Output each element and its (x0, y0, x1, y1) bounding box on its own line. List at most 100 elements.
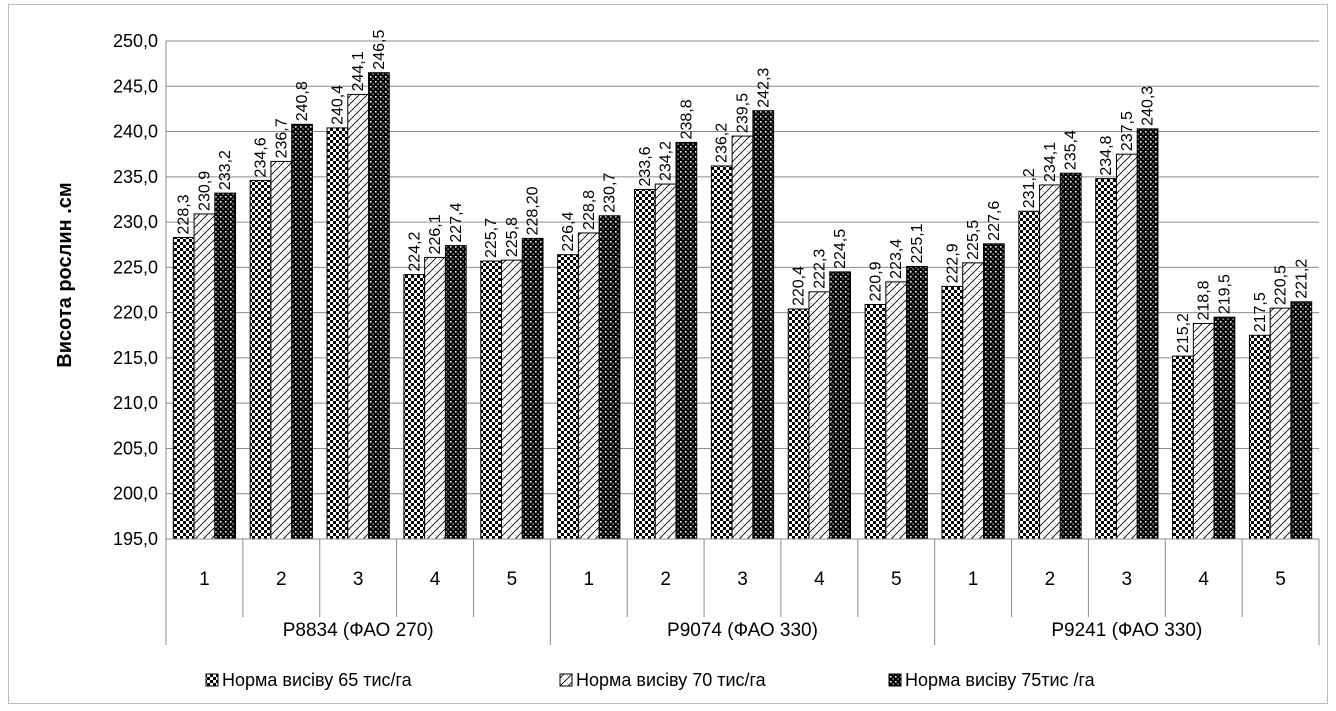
bar (502, 260, 523, 539)
bar (809, 292, 830, 539)
x-tick-label: 4 (430, 569, 441, 590)
bar-value-label: 222,9 (944, 243, 961, 283)
x-tick-label: 2 (660, 569, 671, 590)
bar (292, 124, 313, 539)
bar (1040, 185, 1061, 539)
bar-value-label: 240,8 (294, 81, 311, 121)
bar (886, 282, 907, 539)
bar-value-label: 217,5 (1252, 292, 1269, 332)
bar (173, 237, 194, 539)
x-tick-label: 3 (1122, 569, 1133, 590)
bar (327, 128, 348, 539)
bar-value-label: 226,1 (427, 214, 444, 254)
bar-value-label: 236,7 (273, 118, 290, 158)
bar-value-label: 221,2 (1293, 259, 1310, 299)
bar (250, 180, 271, 539)
bar (215, 193, 236, 539)
bar-value-label: 225,1 (909, 223, 926, 263)
bar (635, 189, 656, 539)
y-tick-label: 245,0 (113, 76, 158, 96)
bar-value-label: 228,20 (525, 186, 542, 235)
bar (711, 166, 732, 539)
legend-label: Норма висіву 65 тис/га (222, 670, 413, 690)
y-tick-labels: 195,0 200,0 205,0 210,0 215,0 220,0 225,0 230,0… (113, 31, 158, 549)
bar (907, 266, 928, 539)
group-label: P9074 (ФАО 330) (667, 620, 818, 641)
bar (1291, 302, 1312, 539)
bar (1270, 308, 1291, 539)
bar-value-label: 215,2 (1175, 313, 1192, 353)
x-tick-label: 2 (1045, 569, 1056, 590)
bar (578, 233, 599, 539)
y-tick-label: 210,0 (113, 393, 158, 413)
x-tick-label: 3 (737, 569, 748, 590)
bar (865, 304, 886, 539)
bar-value-label: 233,6 (637, 146, 654, 186)
bar-value-label: 239,5 (735, 93, 752, 133)
bar-value-label: 225,8 (504, 217, 521, 257)
bar (655, 184, 676, 539)
bar-value-label: 227,4 (448, 202, 465, 242)
group-label: P9241 (ФАО 330) (1051, 620, 1202, 641)
bar (1137, 129, 1158, 539)
y-tick-label: 240,0 (113, 122, 158, 142)
bar (369, 73, 390, 539)
y-tick-label: 230,0 (113, 212, 158, 232)
bar-value-label: 238,8 (678, 99, 695, 139)
bar-value-label: 220,4 (791, 266, 808, 306)
bar-value-label: 226,4 (560, 212, 577, 252)
bar-value-label: 235,4 (1063, 130, 1080, 170)
bar-value-label: 218,8 (1196, 280, 1213, 320)
bar-value-label: 220,5 (1273, 265, 1290, 305)
bar-value-label: 233,2 (217, 150, 234, 190)
legend-label: Норма висіву 75тис /га (905, 670, 1096, 690)
bar-value-label: 219,5 (1216, 274, 1233, 314)
x-tick-label: 5 (891, 569, 902, 590)
group-label: P8834 (ФАО 270) (283, 620, 434, 641)
x-tick-label: 1 (583, 569, 594, 590)
bar-value-label: 234,8 (1098, 135, 1115, 175)
bar-value-label: 234,1 (1042, 142, 1059, 182)
bar (1214, 317, 1235, 539)
bar (942, 286, 963, 539)
bar-value-label: 228,3 (176, 194, 193, 234)
legend-label: Норма висіву 70 тис/га (576, 670, 767, 690)
x-tick-label: 4 (814, 569, 825, 590)
y-tick-label: 215,0 (113, 348, 158, 368)
bar-value-label: 220,9 (867, 261, 884, 301)
y-tick-label: 250,0 (113, 31, 158, 51)
bar (1116, 154, 1137, 539)
bar (830, 272, 851, 539)
legend: Норма висіву 65 тис/га Норма висіву 70 ти… (206, 670, 1096, 690)
x-tick-label: 5 (1275, 569, 1286, 590)
x-axis: 1 2 3 4 5 1 2 3 4 5 1 2 3 4 5 P8834 (ФАО 270) P9074 (ФАО… (166, 539, 1319, 645)
y-axis-title: Висота рослин .см (54, 182, 76, 367)
bar (558, 255, 579, 539)
chart-frame: Висота рослин .см 195,0 200,0 205,0 210,0 21… (8, 4, 1328, 704)
legend-swatch (206, 674, 218, 686)
y-tick-label: 205,0 (113, 438, 158, 458)
x-tick-label: 4 (1198, 569, 1209, 590)
bar (1193, 324, 1214, 539)
y-tick-label: 195,0 (113, 529, 158, 549)
y-tick-label: 220,0 (113, 303, 158, 323)
bar-value-label: 225,7 (483, 218, 500, 258)
bar (1096, 179, 1117, 539)
bar-value-label: 228,8 (581, 190, 598, 230)
bar (599, 216, 620, 539)
bar (732, 136, 753, 539)
bar (445, 246, 466, 539)
bar (1060, 173, 1081, 539)
bar (425, 257, 446, 539)
bar-value-label: 222,3 (811, 249, 828, 289)
x-tick-label: 2 (276, 569, 287, 590)
bar (788, 309, 809, 539)
bar (1019, 211, 1040, 539)
bar-value-label: 246,5 (371, 30, 388, 70)
bar-value-label: 237,5 (1119, 111, 1136, 151)
bar-value-label: 224,5 (832, 229, 849, 269)
bar-value-label: 230,7 (602, 173, 619, 213)
bar (676, 142, 697, 539)
bar (194, 214, 215, 539)
bar-value-label: 225,5 (965, 220, 982, 260)
